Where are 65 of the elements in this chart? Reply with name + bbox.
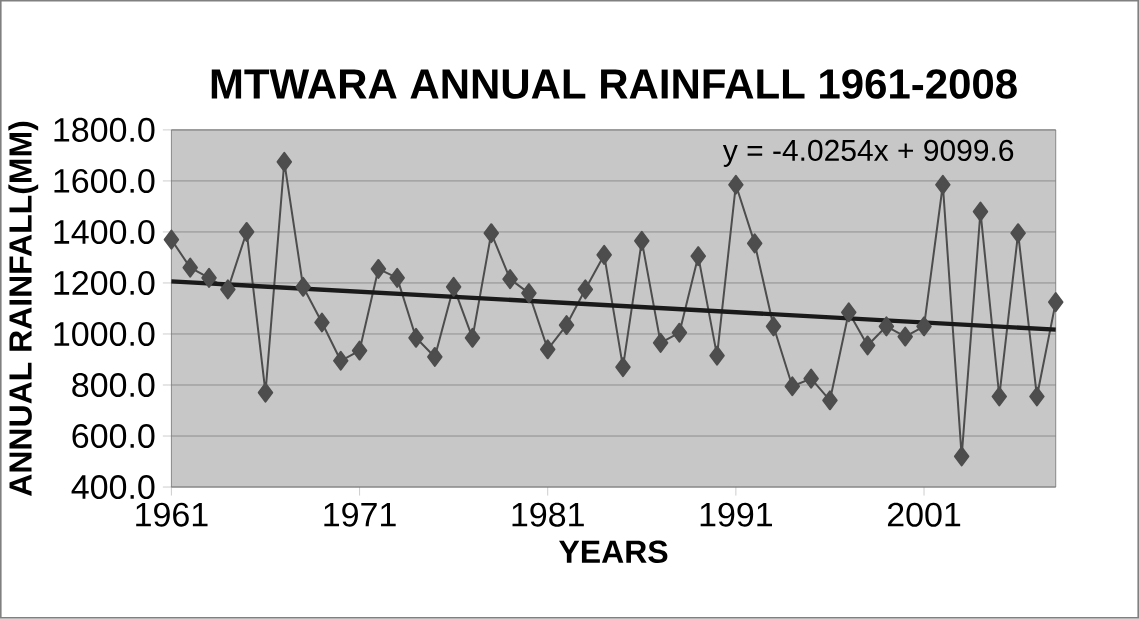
y-tick-label: 1200.0 <box>54 271 155 296</box>
y-axis-title: ANNUAL RAINFALL(MM) <box>8 121 39 497</box>
point <box>182 257 198 278</box>
point <box>822 390 838 411</box>
annotation: y = -4.0254x + 9099.6 <box>722 139 1014 168</box>
y-tick-label: 1400.0 <box>54 220 155 245</box>
y-tick-label: 1600.0 <box>54 169 155 194</box>
y-tick-label: 600.0 <box>72 424 155 449</box>
point <box>1029 386 1045 407</box>
point <box>652 333 669 354</box>
point <box>878 316 895 337</box>
point <box>991 386 1008 407</box>
x-tick-label: 1961 <box>136 502 208 527</box>
point <box>859 335 876 356</box>
point <box>483 223 500 244</box>
point <box>897 326 913 347</box>
y-tick-label: 1800.0 <box>54 118 155 143</box>
point <box>953 446 970 467</box>
chart-title: MTWARA ANNUAL RAINFALL 1961-2008 <box>211 69 1017 100</box>
point <box>445 276 462 297</box>
point <box>765 316 782 337</box>
point <box>596 245 612 266</box>
point <box>389 268 405 289</box>
point <box>295 276 311 297</box>
x-tick-label: 2001 <box>887 502 961 527</box>
point <box>201 268 217 289</box>
point <box>803 368 819 389</box>
point <box>521 283 537 304</box>
point <box>1010 223 1026 244</box>
point <box>671 322 688 343</box>
x-axis-title: YEARS <box>559 540 668 564</box>
point <box>427 347 443 368</box>
point <box>784 376 801 397</box>
point <box>935 174 951 195</box>
point <box>972 201 989 222</box>
point <box>841 302 857 323</box>
point <box>333 350 349 371</box>
x-tick-label: 1971 <box>324 502 396 527</box>
point <box>916 316 932 337</box>
point <box>408 327 424 348</box>
x-tick-label: 1981 <box>512 502 584 527</box>
point <box>238 222 255 243</box>
point <box>728 174 744 195</box>
point <box>370 259 387 280</box>
point <box>690 246 706 267</box>
x-tick-label: 1991 <box>700 502 772 527</box>
y-tick-label: 400.0 <box>71 475 155 500</box>
point <box>464 327 481 348</box>
y-tick-label: 800.0 <box>72 373 155 398</box>
point <box>634 231 650 252</box>
point <box>558 315 575 336</box>
point <box>276 151 293 172</box>
point <box>539 339 556 360</box>
point <box>220 279 236 300</box>
point <box>746 233 763 254</box>
point <box>1047 292 1064 313</box>
point <box>257 382 274 403</box>
point <box>502 269 518 290</box>
point <box>615 357 631 378</box>
point <box>577 279 594 300</box>
point <box>709 345 725 366</box>
y-tick-label: 1000.0 <box>54 322 155 347</box>
point <box>351 340 368 361</box>
point <box>163 229 180 250</box>
point <box>314 312 330 333</box>
